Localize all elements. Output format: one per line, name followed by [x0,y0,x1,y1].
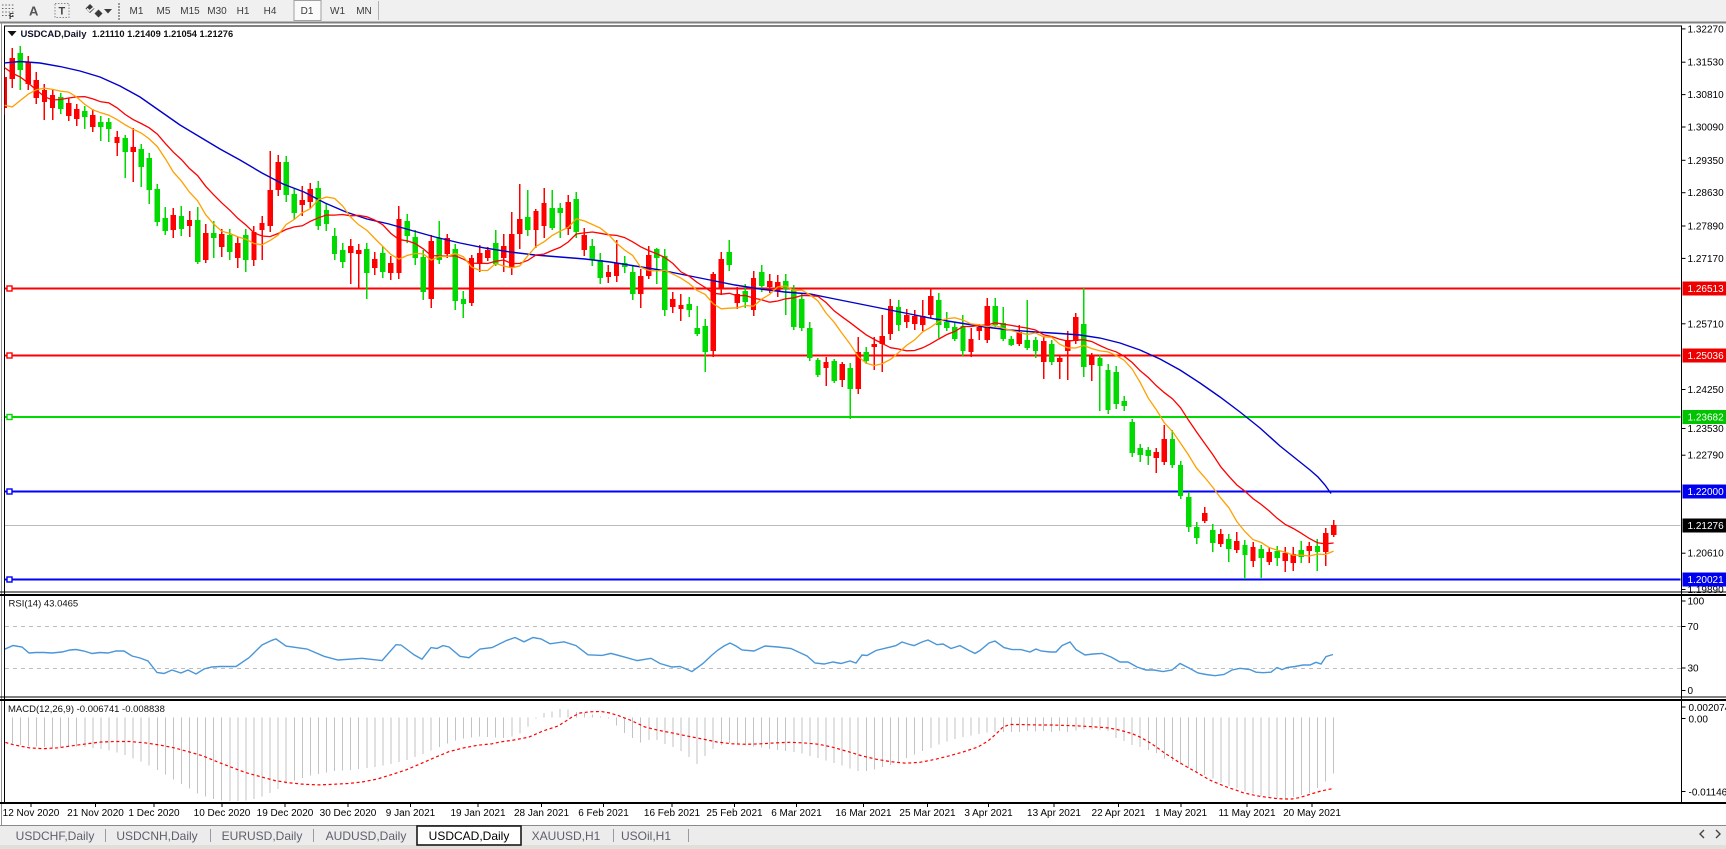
svg-text:1.28630: 1.28630 [1688,188,1725,199]
svg-text:1.21110 1.21409 1.21054 1.2127: 1.21110 1.21409 1.21054 1.21276 [92,29,233,39]
svg-text:21 Nov 2020: 21 Nov 2020 [67,808,124,819]
svg-text:AUDUSD,Daily: AUDUSD,Daily [326,829,407,843]
svg-text:9 Jan 2021: 9 Jan 2021 [386,808,436,819]
svg-text:USDCAD,Daily: USDCAD,Daily [429,829,510,843]
svg-text:1.26513: 1.26513 [1688,284,1725,295]
svg-text:USDCAD,Daily: USDCAD,Daily [21,29,88,40]
svg-text:1.20610: 1.20610 [1688,549,1725,560]
svg-text:70: 70 [1688,622,1700,633]
svg-text:16 Feb 2021: 16 Feb 2021 [644,808,701,819]
svg-text:D1: D1 [301,6,314,17]
svg-text:1.31530: 1.31530 [1688,58,1725,69]
svg-text:0.002074: 0.002074 [1689,703,1726,714]
svg-text:1.22790: 1.22790 [1688,451,1725,462]
svg-text:0: 0 [1688,686,1694,697]
svg-text:1.25036: 1.25036 [1688,351,1725,362]
svg-text:30: 30 [1688,664,1700,675]
svg-text:1.32270: 1.32270 [1688,24,1725,35]
svg-text:19 Jan 2021: 19 Jan 2021 [450,808,505,819]
svg-text:H4: H4 [264,6,277,17]
svg-text:3 Apr 2021: 3 Apr 2021 [964,808,1013,819]
svg-text:1.30810: 1.30810 [1688,90,1725,101]
svg-text:22 Apr 2021: 22 Apr 2021 [1092,808,1146,819]
svg-text:0.00: 0.00 [1689,715,1709,726]
svg-text:1 Dec 2020: 1 Dec 2020 [128,808,180,819]
svg-text:20 May 2021: 20 May 2021 [1283,808,1341,819]
svg-text:30 Dec 2020: 30 Dec 2020 [320,808,377,819]
svg-text:1.25710: 1.25710 [1688,319,1725,330]
svg-text:25 Mar 2021: 25 Mar 2021 [899,808,956,819]
svg-text:11 May 2021: 11 May 2021 [1218,808,1276,819]
svg-text:T: T [59,6,66,18]
svg-text:USOil,H1: USOil,H1 [621,829,671,843]
svg-text:1.20021: 1.20021 [1688,575,1725,586]
svg-text:H1: H1 [237,6,250,17]
svg-text:W1: W1 [330,6,345,17]
svg-text:MN: MN [356,6,372,17]
svg-text:28 Jan 2021: 28 Jan 2021 [514,808,569,819]
svg-text:25 Feb 2021: 25 Feb 2021 [706,808,763,819]
svg-text:RSI(14) 43.0465: RSI(14) 43.0465 [9,599,79,610]
svg-text:1.30090: 1.30090 [1688,123,1725,134]
svg-text:1.22000: 1.22000 [1688,487,1725,498]
svg-text:12 Nov 2020: 12 Nov 2020 [3,808,60,819]
svg-text:A: A [29,4,39,19]
svg-text:XAUUSD,H1: XAUUSD,H1 [532,829,601,843]
svg-text:1.29350: 1.29350 [1688,156,1725,167]
svg-text:6 Feb 2021: 6 Feb 2021 [578,808,629,819]
svg-text:1.23682: 1.23682 [1688,413,1725,424]
svg-text:F: F [9,12,14,21]
svg-text:100: 100 [1688,597,1705,608]
svg-text:M5: M5 [157,6,171,17]
svg-text:-0.011462: -0.011462 [1689,788,1726,799]
svg-text:USDCNH,Daily: USDCNH,Daily [116,829,197,843]
svg-text:M15: M15 [180,6,200,17]
svg-text:EURUSD,Daily: EURUSD,Daily [222,829,303,843]
svg-text:6 Mar 2021: 6 Mar 2021 [771,808,822,819]
svg-text:10 Dec 2020: 10 Dec 2020 [194,808,251,819]
svg-text:13 Apr 2021: 13 Apr 2021 [1027,808,1081,819]
svg-text:USDCHF,Daily: USDCHF,Daily [16,829,95,843]
svg-text:1 May 2021: 1 May 2021 [1155,808,1208,819]
svg-text:M30: M30 [207,6,227,17]
svg-text:1.27890: 1.27890 [1688,222,1725,233]
svg-text:MACD(12,26,9) -0.006741 -0.008: MACD(12,26,9) -0.006741 -0.008838 [8,704,165,715]
svg-text:1.27170: 1.27170 [1688,254,1725,265]
svg-text:1.23530: 1.23530 [1688,424,1725,435]
svg-text:1.19890: 1.19890 [1688,585,1725,596]
svg-text:19 Dec 2020: 19 Dec 2020 [257,808,314,819]
svg-text:M1: M1 [130,6,144,17]
svg-text:16 Mar 2021: 16 Mar 2021 [835,808,892,819]
svg-text:1.24250: 1.24250 [1688,385,1725,396]
svg-text:1.21276: 1.21276 [1688,521,1725,532]
